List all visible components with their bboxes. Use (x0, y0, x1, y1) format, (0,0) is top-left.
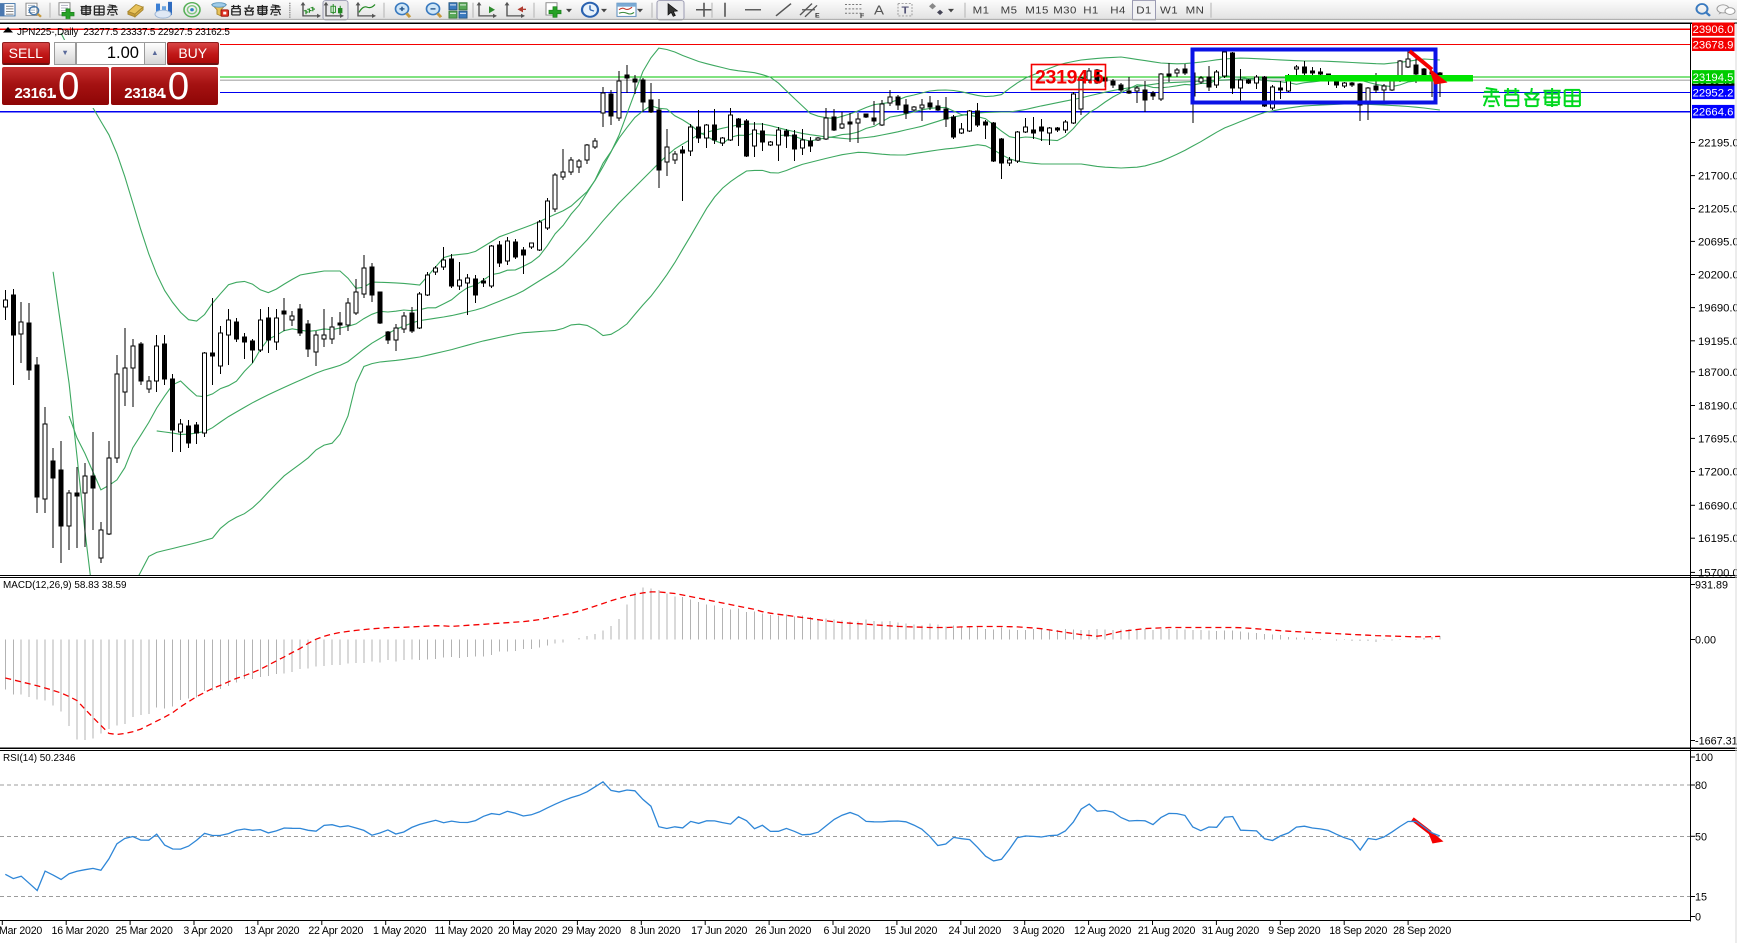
svg-text:H1: H1 (1083, 5, 1099, 16)
svg-text:MN: MN (1186, 5, 1205, 16)
svg-text:21700.0: 21700.0 (1698, 171, 1737, 183)
svg-text:0.00: 0.00 (1695, 635, 1716, 647)
svg-text:13 Apr 2020: 13 Apr 2020 (244, 925, 299, 937)
svg-text:20695.0: 20695.0 (1698, 236, 1737, 248)
svg-text:25 Mar 2020: 25 Mar 2020 (115, 925, 173, 937)
svg-text:16 Mar 2020: 16 Mar 2020 (52, 925, 110, 937)
svg-text:22195.0: 22195.0 (1698, 138, 1737, 150)
svg-text:19690.0: 19690.0 (1698, 303, 1737, 315)
svg-text:29 May 2020: 29 May 2020 (562, 925, 621, 937)
svg-text:T: T (902, 5, 909, 16)
svg-text:100: 100 (1695, 752, 1713, 764)
svg-text:E: E (815, 13, 820, 20)
svg-text:6 Mar 2020: 6 Mar 2020 (0, 925, 42, 937)
svg-text:0: 0 (1695, 912, 1701, 924)
svg-text:23678.9: 23678.9 (1693, 39, 1734, 51)
svg-text:6 Jul 2020: 6 Jul 2020 (824, 925, 871, 937)
svg-text:18 Sep 2020: 18 Sep 2020 (1329, 925, 1387, 937)
svg-text:23906.0: 23906.0 (1693, 24, 1734, 36)
svg-text:19195.0: 19195.0 (1698, 336, 1737, 348)
svg-text:20 May 2020: 20 May 2020 (498, 925, 557, 937)
svg-text:50: 50 (1695, 831, 1707, 843)
svg-text:15700.0: 15700.0 (1698, 567, 1737, 579)
svg-text:W1: W1 (1160, 5, 1178, 16)
svg-text:21205.0: 21205.0 (1698, 204, 1737, 216)
svg-text:D1: D1 (1136, 5, 1152, 16)
svg-text:M1: M1 (973, 5, 990, 16)
svg-text:17 Jun 2020: 17 Jun 2020 (691, 925, 747, 937)
svg-text:22664.6: 22664.6 (1693, 107, 1734, 119)
svg-text:28 Sep 2020: 28 Sep 2020 (1393, 925, 1451, 937)
svg-text:22 Apr 2020: 22 Apr 2020 (308, 925, 363, 937)
svg-text:A: A (874, 2, 885, 17)
svg-text:H4: H4 (1110, 5, 1126, 16)
svg-text:3 Aug 2020: 3 Aug 2020 (1013, 925, 1065, 937)
svg-text:M15: M15 (1025, 5, 1049, 16)
svg-text:80: 80 (1695, 780, 1707, 792)
svg-text:17200.0: 17200.0 (1698, 467, 1737, 479)
svg-text:18700.0: 18700.0 (1698, 367, 1737, 379)
svg-text:22952.2: 22952.2 (1693, 87, 1734, 99)
svg-text:F: F (860, 13, 864, 20)
svg-text:931.89: 931.89 (1695, 580, 1728, 592)
svg-text:16195.0: 16195.0 (1698, 533, 1737, 545)
svg-text:16690.0: 16690.0 (1698, 500, 1737, 512)
svg-text:M30: M30 (1053, 5, 1077, 16)
svg-text:JPN225-,Daily 23277.5 23337.5: JPN225-,Daily 23277.5 23337.5 22927.5 23… (17, 27, 230, 38)
svg-text:12 Aug 2020: 12 Aug 2020 (1074, 925, 1132, 937)
svg-text:MACD(12,26,9) 58.83 38.59: MACD(12,26,9) 58.83 38.59 (3, 580, 127, 591)
svg-text:23194.5: 23194.5 (1035, 67, 1104, 89)
svg-text:21 Aug 2020: 21 Aug 2020 (1138, 925, 1196, 937)
svg-text:RSI(14) 50.2346: RSI(14) 50.2346 (3, 753, 76, 764)
svg-text:26 Jun 2020: 26 Jun 2020 (755, 925, 811, 937)
svg-text:23194.5: 23194.5 (1693, 72, 1734, 84)
svg-text:17695.0: 17695.0 (1698, 433, 1737, 445)
svg-text:15: 15 (1695, 892, 1707, 904)
svg-text:3 Apr 2020: 3 Apr 2020 (183, 925, 233, 937)
svg-text:8 Jun 2020: 8 Jun 2020 (630, 925, 681, 937)
svg-text:18190.0: 18190.0 (1698, 401, 1737, 413)
svg-text:9 Sep 2020: 9 Sep 2020 (1268, 925, 1321, 937)
svg-text:31 Aug 2020: 31 Aug 2020 (1202, 925, 1260, 937)
svg-text:11 May 2020: 11 May 2020 (434, 925, 493, 937)
svg-text:M5: M5 (1001, 5, 1018, 16)
svg-text:15 Jul 2020: 15 Jul 2020 (885, 925, 938, 937)
svg-text:24 Jul 2020: 24 Jul 2020 (949, 925, 1002, 937)
svg-text:1 May 2020: 1 May 2020 (373, 925, 427, 937)
svg-text:-1667.31: -1667.31 (1695, 736, 1737, 748)
svg-text:20200.0: 20200.0 (1698, 270, 1737, 282)
